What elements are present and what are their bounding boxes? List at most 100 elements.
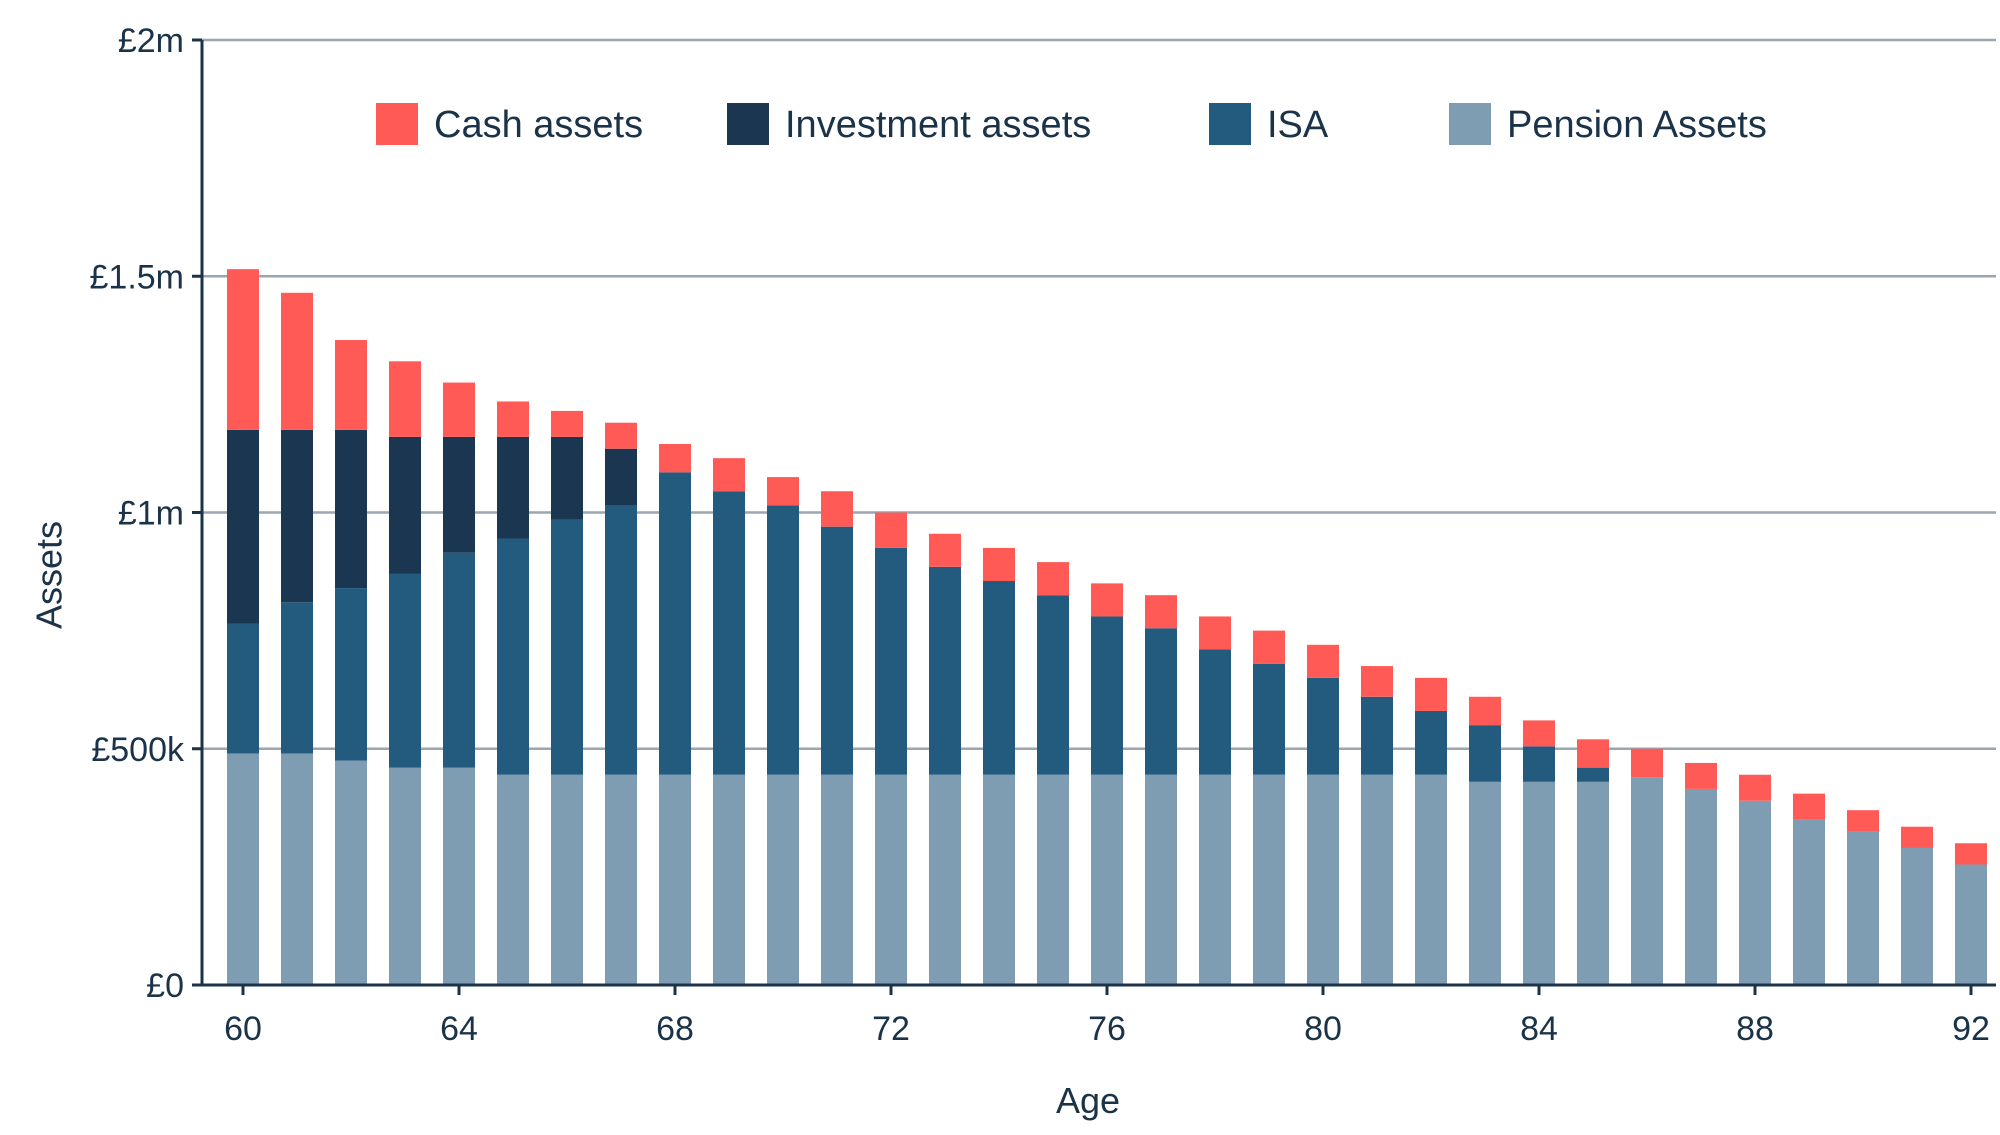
legend-swatch — [727, 103, 769, 145]
bar-cash-assets-69 — [713, 458, 745, 492]
bar-isa-80 — [1307, 677, 1339, 775]
bar-cash-assets-73 — [929, 533, 961, 567]
legend-item-pension-assets: Pension Assets — [1449, 103, 1767, 146]
bar-cash-assets-75 — [1037, 562, 1069, 596]
bar-cash-assets-76 — [1091, 583, 1123, 617]
legend-label: Pension Assets — [1507, 104, 1767, 146]
legend-label: ISA — [1267, 104, 1329, 146]
legend-label: Investment assets — [785, 104, 1091, 146]
bar-cash-assets-90 — [1847, 810, 1879, 832]
legend: Cash assets Investment assets ISA Pension A… — [376, 103, 1767, 146]
y-tick-label: £1m — [118, 495, 184, 533]
bar-cash-assets-83 — [1469, 696, 1501, 726]
bar-pension-assets-65 — [497, 774, 529, 985]
y-tick-label: £500k — [91, 731, 185, 769]
bar-cash-assets-88 — [1739, 774, 1771, 801]
bar-pension-assets-75 — [1037, 774, 1069, 985]
bar-isa-63 — [389, 573, 421, 768]
bar-pension-assets-82 — [1415, 774, 1447, 985]
bar-isa-71 — [821, 526, 853, 775]
bars — [227, 269, 1987, 985]
bar-pension-assets-61 — [281, 753, 313, 985]
bar-isa-66 — [551, 519, 583, 775]
bar-pension-assets-70 — [767, 774, 799, 985]
bar-pension-assets-68 — [659, 774, 691, 985]
bar-pension-assets-76 — [1091, 774, 1123, 985]
legend-swatch — [1449, 103, 1491, 145]
bar-pension-assets-64 — [443, 767, 475, 985]
bar-cash-assets-78 — [1199, 616, 1231, 650]
legend-item-investment-assets: Investment assets — [727, 103, 1091, 146]
x-tick-label: 60 — [224, 1010, 262, 1048]
bar-isa-60 — [227, 623, 259, 754]
bar-cash-assets-64 — [443, 382, 475, 437]
bar-cash-assets-87 — [1685, 762, 1717, 789]
bar-pension-assets-77 — [1145, 774, 1177, 985]
bar-pension-assets-62 — [335, 760, 367, 985]
bar-cash-assets-91 — [1901, 826, 1933, 848]
bar-isa-72 — [875, 547, 907, 775]
y-tick-label: £1.5m — [90, 258, 185, 296]
bar-pension-assets-83 — [1469, 781, 1501, 985]
x-tick-label: 92 — [1952, 1010, 1990, 1048]
bar-isa-77 — [1145, 628, 1177, 775]
bar-isa-62 — [335, 588, 367, 761]
bar-investment-assets-66 — [551, 436, 583, 520]
bar-isa-67 — [605, 505, 637, 775]
bar-pension-assets-88 — [1739, 800, 1771, 985]
bar-isa-82 — [1415, 710, 1447, 775]
bar-isa-83 — [1469, 725, 1501, 782]
y-tick-label: £2m — [118, 22, 184, 60]
bar-cash-assets-68 — [659, 443, 691, 473]
bar-pension-assets-87 — [1685, 788, 1717, 985]
bar-cash-assets-86 — [1631, 748, 1663, 778]
x-tick-label: 68 — [656, 1010, 694, 1048]
bar-pension-assets-89 — [1793, 819, 1825, 985]
bar-isa-79 — [1253, 663, 1285, 775]
bar-cash-assets-71 — [821, 491, 853, 527]
bar-cash-assets-85 — [1577, 739, 1609, 768]
bar-pension-assets-63 — [389, 767, 421, 985]
bar-cash-assets-89 — [1793, 793, 1825, 820]
bar-pension-assets-86 — [1631, 777, 1663, 985]
bar-cash-assets-92 — [1955, 843, 1987, 865]
bar-isa-75 — [1037, 595, 1069, 775]
bar-pension-assets-92 — [1955, 864, 1987, 985]
bar-pension-assets-81 — [1361, 774, 1393, 985]
bar-cash-assets-65 — [497, 401, 529, 437]
bar-cash-assets-60 — [227, 269, 259, 430]
bar-pension-assets-67 — [605, 774, 637, 985]
bar-pension-assets-66 — [551, 774, 583, 985]
bar-cash-assets-77 — [1145, 595, 1177, 629]
bar-investment-assets-65 — [497, 436, 529, 539]
y-axis-title: Assets — [29, 521, 70, 629]
bar-pension-assets-79 — [1253, 774, 1285, 985]
bar-isa-68 — [659, 472, 691, 775]
legend-swatch — [1209, 103, 1251, 145]
x-axis-title: Age — [1056, 1080, 1120, 1121]
bar-pension-assets-84 — [1523, 781, 1555, 985]
bar-cash-assets-66 — [551, 410, 583, 437]
x-tick-label: 72 — [872, 1010, 910, 1048]
bar-isa-70 — [767, 505, 799, 775]
bar-cash-assets-81 — [1361, 666, 1393, 697]
bar-isa-76 — [1091, 616, 1123, 775]
bar-isa-78 — [1199, 649, 1231, 775]
bar-isa-73 — [929, 566, 961, 775]
bar-pension-assets-90 — [1847, 831, 1879, 985]
bar-cash-assets-74 — [983, 547, 1015, 582]
bar-pension-assets-69 — [713, 774, 745, 985]
bar-pension-assets-72 — [875, 774, 907, 985]
tick-labels: £0 £500k £1m £1.5m £2m 60 64 68 72 76 80 84 88 92 — [90, 22, 1990, 1048]
bar-investment-assets-61 — [281, 429, 313, 603]
bar-pension-assets-71 — [821, 774, 853, 985]
bar-pension-assets-85 — [1577, 781, 1609, 985]
bar-isa-85 — [1577, 767, 1609, 782]
bar-cash-assets-80 — [1307, 644, 1339, 678]
legend-item-cash-assets: Cash assets — [376, 103, 643, 146]
bar-cash-assets-72 — [875, 512, 907, 548]
bar-isa-74 — [983, 581, 1015, 775]
legend-swatch — [376, 103, 418, 145]
